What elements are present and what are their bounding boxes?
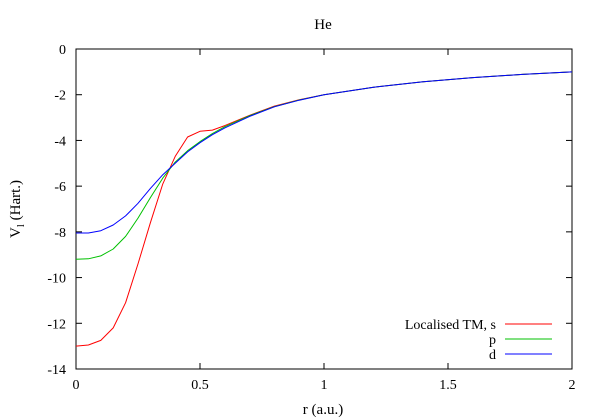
x-tick-label: 1: [321, 378, 328, 393]
y-tick-label: -4: [54, 134, 66, 149]
x-tick-label: 0: [73, 378, 80, 393]
y-tick-label: 0: [59, 43, 66, 58]
axis-ticks: 0 0.5 1 1.5 2 0 -2 -4 -6 -8 -10 -12 -14: [47, 43, 575, 393]
y-tick-label: -8: [54, 226, 66, 241]
legend-label: p: [489, 333, 496, 348]
y-tick-label: -6: [54, 180, 66, 195]
legend: Localised TM, spd: [405, 318, 552, 363]
legend-label: d: [489, 348, 496, 363]
x-axis-label: r (a.u.): [303, 402, 343, 418]
x-tick-label: 2: [569, 378, 576, 393]
y-axis-label: Vl (Hart.): [8, 180, 27, 238]
chart-title: He: [314, 17, 332, 33]
x-tick-label: 0.5: [191, 378, 209, 393]
y-axis-label-main: V: [8, 227, 24, 238]
series-line-localised-tm-s: [75, 71, 573, 347]
series-lines: [75, 71, 573, 347]
y-tick-label: -12: [47, 317, 66, 332]
series-line-p: [75, 71, 573, 260]
legend-label: Localised TM, s: [405, 318, 496, 333]
y-tick-label: -10: [47, 272, 66, 287]
y-tick-label: -2: [54, 89, 66, 104]
series-line-d: [76, 71, 573, 234]
y-tick-label: -14: [47, 363, 66, 378]
plot-frame: [75, 48, 573, 370]
y-axis-label-unit: (Hart.): [8, 180, 24, 224]
y-axis-label-sub: l: [15, 224, 27, 227]
x-tick-label: 1.5: [439, 378, 457, 393]
